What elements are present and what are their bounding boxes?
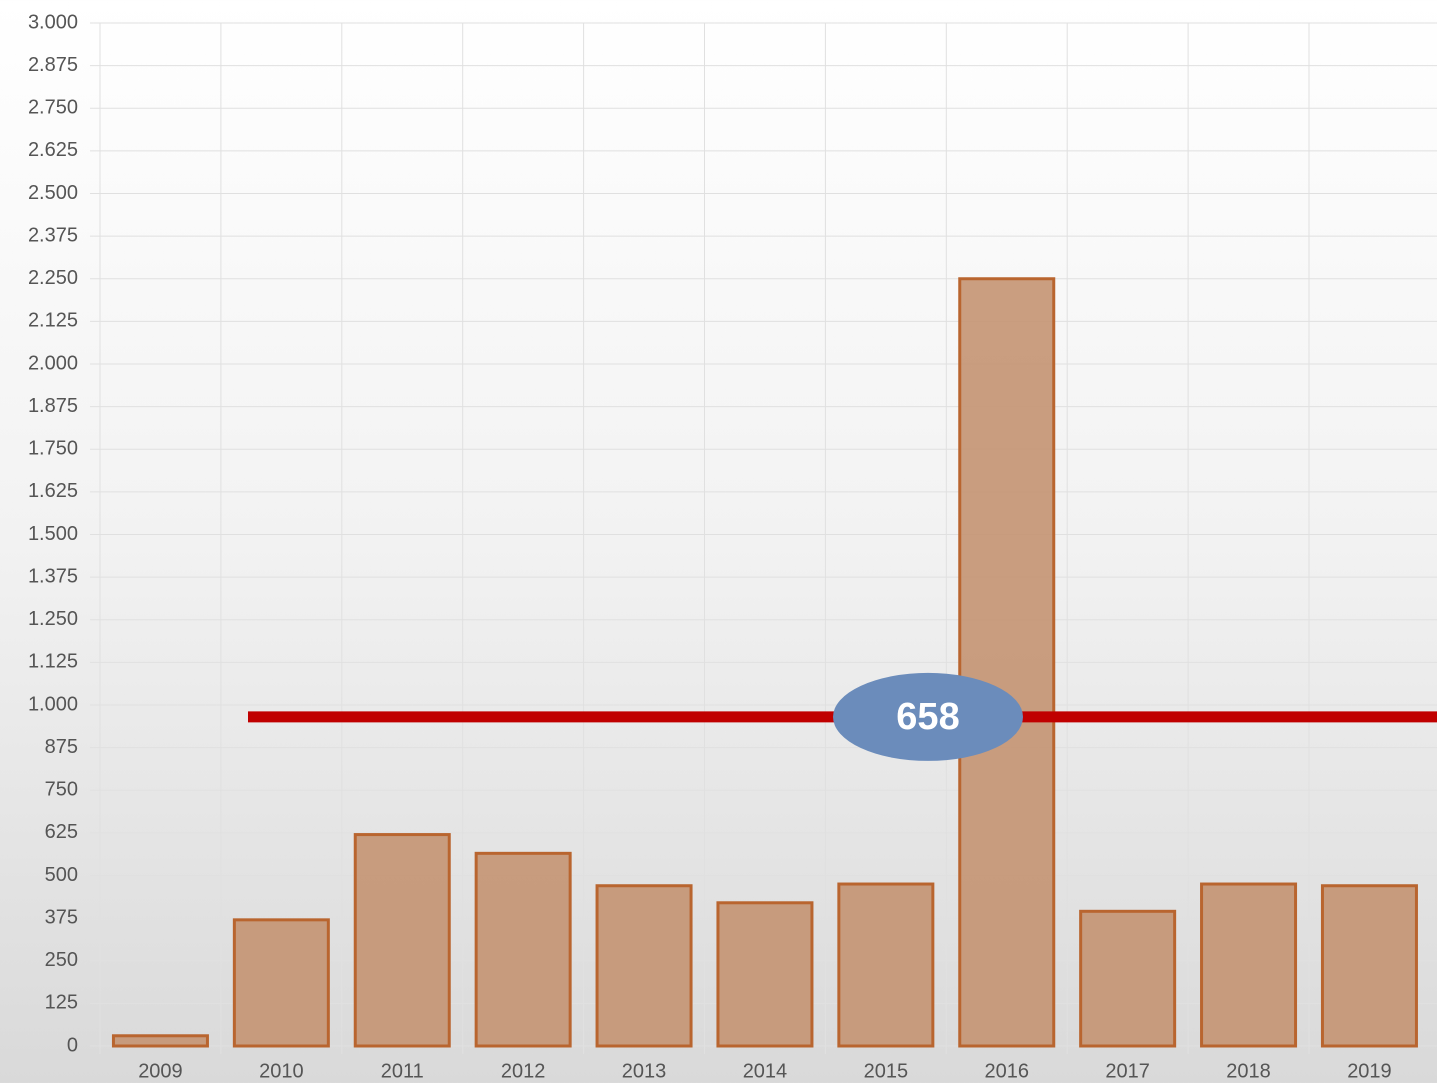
y-tick-label: 1.000 (28, 693, 78, 715)
x-tick-label: 2011 (381, 1060, 424, 1082)
y-tick-label: 375 (45, 906, 78, 928)
bar (353, 833, 451, 1048)
bar (111, 1034, 209, 1048)
y-tick-label: 750 (45, 779, 78, 801)
y-tick-label: 0 (67, 1034, 78, 1056)
annotation-bubble (833, 672, 1023, 761)
y-tick-label: 1.875 (28, 395, 78, 417)
x-tick-label: 2010 (259, 1060, 304, 1082)
y-tick-label: 2.000 (28, 352, 78, 374)
y-tick-label: 1.125 (28, 651, 78, 673)
bar (474, 851, 572, 1048)
bar (1320, 884, 1418, 1048)
y-tick-label: 500 (45, 864, 78, 886)
x-tick-label: 2009 (138, 1060, 183, 1082)
y-tick-label: 1.375 (28, 565, 78, 587)
bar (1200, 882, 1298, 1048)
x-tick-label: 2016 (985, 1060, 1030, 1082)
bar (716, 901, 814, 1048)
x-tick-label: 2015 (864, 1060, 909, 1082)
y-tick-label: 2.375 (28, 224, 78, 246)
y-tick-label: 875 (45, 736, 78, 758)
x-tick-label: 2014 (743, 1060, 788, 1082)
y-tick-label: 250 (45, 949, 78, 971)
y-tick-label: 2.500 (28, 182, 78, 204)
x-tick-label: 2019 (1347, 1060, 1392, 1082)
y-tick-label: 625 (45, 821, 78, 843)
y-tick-label: 2.750 (28, 97, 78, 119)
y-tick-label: 3.000 (28, 11, 78, 33)
y-tick-label: 2.250 (28, 267, 78, 289)
y-tick-label: 1.750 (28, 438, 78, 460)
bar (837, 882, 935, 1048)
y-tick-label: 1.500 (28, 523, 78, 545)
y-tick-label: 1.625 (28, 480, 78, 502)
y-tick-label: 2.625 (28, 139, 78, 161)
x-tick-label: 2017 (1105, 1060, 1150, 1082)
bar (595, 884, 693, 1048)
y-tick-label: 125 (45, 992, 78, 1014)
bar (1079, 909, 1177, 1048)
x-tick-label: 2012 (501, 1060, 546, 1082)
bar (232, 918, 330, 1048)
annotation: 658 (896, 696, 959, 738)
y-tick-label: 1.250 (28, 608, 78, 630)
y-tick-label: 2.875 (28, 54, 78, 76)
x-tick-label: 2018 (1226, 1060, 1271, 1082)
bar (958, 277, 1056, 1048)
x-tick-label: 2013 (622, 1060, 667, 1082)
y-tick-label: 2.125 (28, 310, 78, 332)
